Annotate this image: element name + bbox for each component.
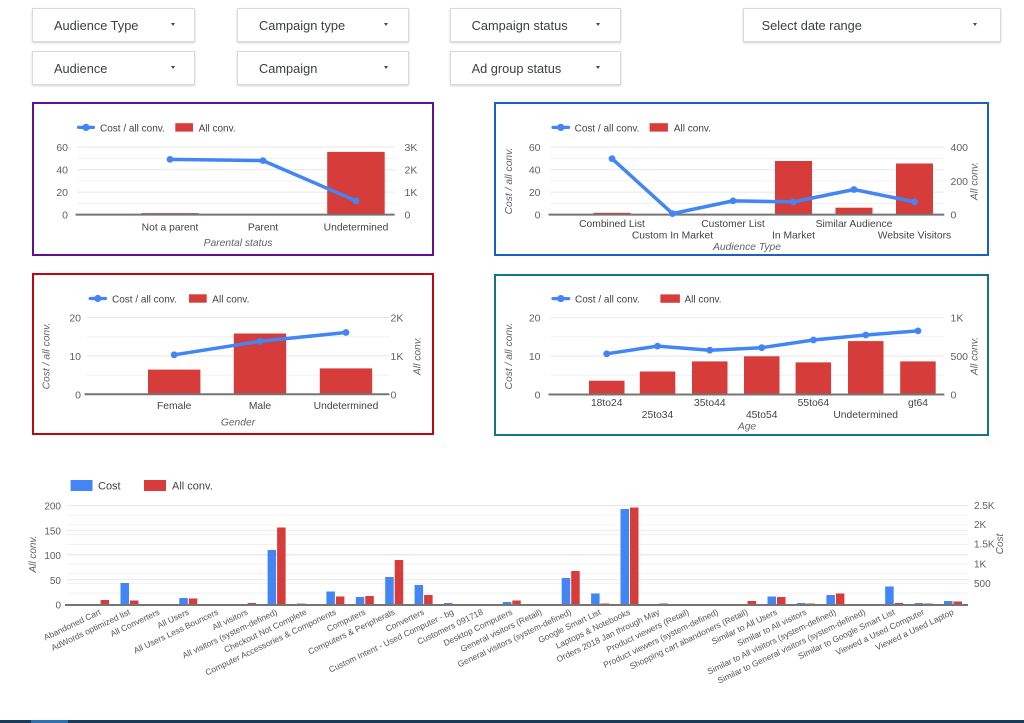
svg-text:60: 60 bbox=[529, 142, 541, 154]
svg-text:Cost / all conv.: Cost / all conv. bbox=[504, 148, 515, 215]
svg-text:Gender: Gender bbox=[221, 418, 256, 429]
svg-text:10: 10 bbox=[529, 351, 541, 363]
svg-text:Cost / all conv.: Cost / all conv. bbox=[100, 123, 165, 134]
svg-text:All conv.: All conv. bbox=[970, 162, 981, 201]
svg-text:Cost: Cost bbox=[995, 532, 1006, 554]
svg-text:0: 0 bbox=[55, 601, 61, 612]
svg-text:Undetermined: Undetermined bbox=[833, 410, 898, 421]
svg-text:0: 0 bbox=[62, 210, 68, 222]
svg-text:Parent: Parent bbox=[248, 223, 278, 234]
svg-text:Cost / all conv.: Cost / all conv. bbox=[42, 323, 53, 390]
svg-text:Custom In Market: Custom In Market bbox=[632, 230, 713, 241]
svg-text:55to64: 55to64 bbox=[798, 398, 830, 409]
svg-text:20: 20 bbox=[69, 313, 81, 325]
svg-text:20: 20 bbox=[56, 187, 68, 199]
svg-text:Cost / all conv.: Cost / all conv. bbox=[504, 323, 515, 390]
svg-text:0: 0 bbox=[535, 390, 541, 402]
svg-text:150: 150 bbox=[44, 526, 61, 537]
svg-text:Similar Audience: Similar Audience bbox=[816, 219, 893, 230]
svg-text:All conv.: All conv. bbox=[970, 337, 981, 376]
svg-text:40: 40 bbox=[56, 165, 68, 177]
svg-text:60: 60 bbox=[56, 142, 68, 154]
svg-text:All conv.: All conv. bbox=[212, 295, 249, 306]
svg-text:All conv.: All conv. bbox=[172, 481, 213, 493]
svg-text:0: 0 bbox=[75, 389, 81, 401]
svg-text:20: 20 bbox=[529, 313, 541, 325]
svg-text:Female: Female bbox=[157, 401, 192, 412]
svg-text:In Market: In Market bbox=[772, 230, 815, 241]
svg-text:18to24: 18to24 bbox=[591, 398, 623, 409]
svg-text:20: 20 bbox=[529, 187, 541, 199]
svg-text:200: 200 bbox=[951, 176, 969, 188]
svg-text:1.5K: 1.5K bbox=[974, 540, 995, 551]
svg-text:0: 0 bbox=[951, 390, 957, 402]
svg-text:All conv.: All conv. bbox=[674, 123, 711, 134]
svg-text:3K: 3K bbox=[405, 142, 418, 154]
svg-text:10: 10 bbox=[69, 351, 81, 363]
svg-text:500: 500 bbox=[951, 351, 969, 363]
svg-text:All conv.: All conv. bbox=[28, 535, 39, 573]
svg-text:1K: 1K bbox=[951, 313, 964, 325]
svg-text:0: 0 bbox=[535, 210, 541, 222]
svg-text:Audience Type: Audience Type bbox=[712, 242, 781, 253]
svg-text:2.5K: 2.5K bbox=[974, 501, 995, 512]
svg-text:40: 40 bbox=[529, 165, 541, 177]
svg-text:Age: Age bbox=[737, 421, 757, 432]
svg-text:All conv.: All conv. bbox=[199, 123, 236, 134]
svg-text:45to54: 45to54 bbox=[746, 410, 778, 421]
svg-text:2K: 2K bbox=[391, 313, 404, 325]
svg-text:1K: 1K bbox=[405, 187, 418, 199]
svg-text:50: 50 bbox=[50, 576, 62, 587]
svg-text:Cost / all conv.: Cost / all conv. bbox=[575, 123, 640, 134]
svg-text:1K: 1K bbox=[974, 559, 987, 570]
svg-text:1K: 1K bbox=[391, 351, 404, 363]
svg-text:Undetermined: Undetermined bbox=[314, 401, 379, 412]
svg-text:gt64: gt64 bbox=[908, 398, 928, 409]
svg-text:35to44: 35to44 bbox=[694, 398, 726, 409]
svg-text:0: 0 bbox=[391, 389, 397, 401]
svg-text:500: 500 bbox=[974, 579, 991, 590]
svg-text:Customer List: Customer List bbox=[701, 219, 765, 230]
svg-text:200: 200 bbox=[44, 502, 61, 513]
svg-text:0: 0 bbox=[951, 210, 957, 222]
svg-text:2K: 2K bbox=[405, 165, 418, 177]
svg-text:Cost / all conv.: Cost / all conv. bbox=[112, 295, 177, 306]
svg-text:Male: Male bbox=[249, 401, 272, 412]
svg-text:Cost: Cost bbox=[98, 481, 121, 493]
svg-text:Combined List: Combined List bbox=[579, 219, 645, 230]
svg-text:Cost / all conv.: Cost / all conv. bbox=[575, 295, 640, 306]
svg-text:Parental status: Parental status bbox=[204, 238, 273, 249]
svg-text:400: 400 bbox=[951, 142, 969, 154]
svg-text:All conv.: All conv. bbox=[412, 337, 423, 376]
svg-text:25to34: 25to34 bbox=[642, 410, 674, 421]
svg-text:Website Visitors: Website Visitors bbox=[878, 230, 951, 241]
svg-text:0: 0 bbox=[405, 210, 411, 222]
svg-text:Undetermined: Undetermined bbox=[324, 223, 389, 234]
svg-text:All conv.: All conv. bbox=[685, 295, 722, 306]
svg-text:100: 100 bbox=[44, 551, 61, 562]
svg-text:2K: 2K bbox=[974, 520, 987, 531]
svg-text:Not a parent: Not a parent bbox=[142, 223, 199, 234]
